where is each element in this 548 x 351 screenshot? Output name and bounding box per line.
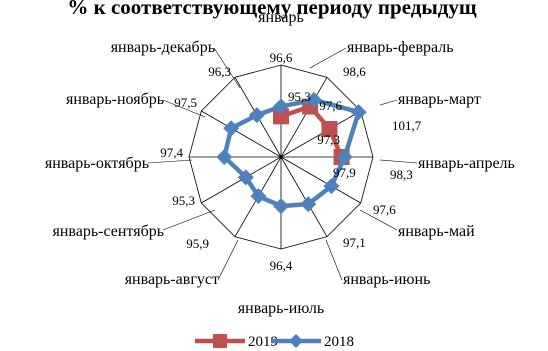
data-label-2018: 97,4 [160,145,183,160]
category-label: январь-сентябрь [52,223,164,240]
series-point-2018 [273,98,289,115]
legend-marker-square [213,334,227,348]
label-leader [147,159,193,164]
data-labels: 96,6 98,6 101,7 98,3 97,6 97,1 96,4 95,9 95,3 97,… [160,50,422,273]
legend-label: 2018 [324,334,354,350]
category-label: январь-июнь [343,271,430,288]
label-leader [379,99,398,106]
label-leader [162,99,206,118]
legend: 2019 2018 [195,334,354,350]
category-label: январь-март [398,91,481,108]
data-label-2018: 97,5 [174,95,197,110]
category-label: январь-апрель [418,155,515,172]
series-point-2018 [336,149,353,165]
legend-marker-diamond [289,334,303,348]
data-label-2018: 97,1 [343,235,366,250]
series-point-2018 [248,107,265,124]
series-point-2018 [223,120,240,137]
radar-spoke [280,156,361,204]
category-label: январь-июль [238,300,324,317]
radar-spoke [280,77,328,158]
radar-spoke [280,110,361,158]
series-point-2019 [273,108,289,125]
data-label-2019: 95,3 [288,89,311,104]
series-point-2019 [321,121,338,138]
category-label: январь-ноябрь [66,91,164,108]
label-leader [213,47,241,89]
label-leader [309,47,347,69]
data-label-2019: 97,6 [319,98,342,113]
data-label-2019: 97,3 [317,132,340,147]
chart-title: % к соответствующему периоду предыдущ [67,0,477,19]
data-label-2018: 97,6 [373,202,396,217]
category-label: январь-октябрь [45,155,149,172]
series-point-2018 [250,188,267,205]
series-point-2018 [273,198,289,215]
label-leader [325,239,343,281]
category-label: январь-декабрь [111,39,215,56]
data-label-2018: 96,4 [270,258,293,273]
category-labels: январь январь-февраль январь-март январь-ап… [45,9,515,317]
series-point-2018 [300,196,317,213]
category-label: январь-май [398,223,475,240]
data-label-2018: 96,3 [208,64,231,79]
data-label-2018: 101,7 [392,118,422,133]
data-series [216,91,367,215]
series-point-2018 [323,178,340,195]
label-leader [379,159,418,164]
series-line-2019 [280,104,344,158]
data-label-2019: 97,9 [333,165,356,180]
data-label-2018: 95,3 [172,193,195,208]
label-leader [359,209,398,231]
data-label-2018: 95,9 [186,236,209,251]
radar-spoke [280,156,328,237]
label-leader [162,209,216,231]
series-point-2018 [350,104,367,121]
category-label: январь-февраль [347,39,454,56]
series-point-2018 [305,91,322,108]
radar-spoke [201,110,282,158]
legend-label: 2019 [248,334,278,350]
category-label: январь [258,9,304,26]
data-label-2018: 96,6 [270,50,293,65]
category-label: январь-август [125,271,219,288]
series-point-2018 [237,169,254,186]
series-point-2018 [216,149,233,165]
data-label-2018: 98,6 [343,64,366,79]
label-leader [217,239,239,281]
data-label-2018: 98,3 [390,167,413,182]
